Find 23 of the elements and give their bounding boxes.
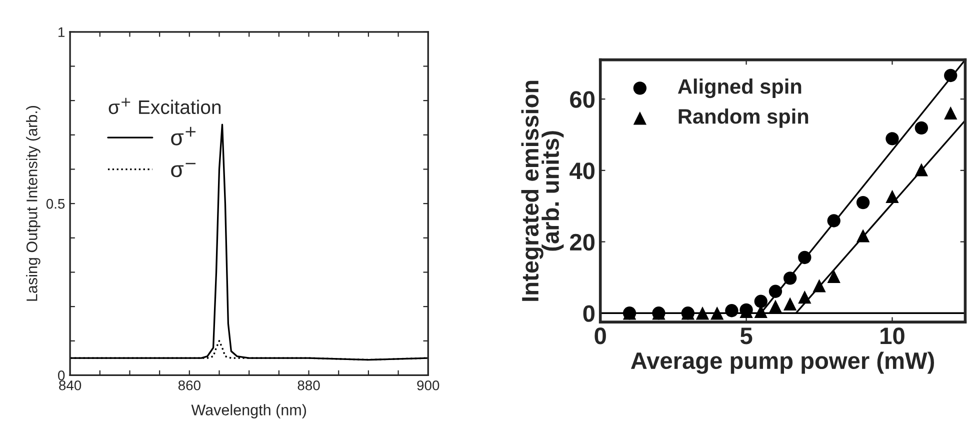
x-tick-label: 5: [740, 328, 752, 344]
y-tick-label: 0: [58, 370, 65, 380]
legend-label: σ$^{+}$: [171, 126, 196, 146]
legend-title: σ$^{+}$ Excitation: [108, 98, 221, 114]
x-tick-label: 860: [178, 380, 200, 390]
legend-label: Aligned spin: [678, 78, 802, 98]
x-tick-label: 10: [880, 328, 904, 344]
x-axis-title: Average pump power (mW): [630, 352, 934, 374]
y-tick-label: 20: [570, 234, 595, 251]
y-tick-label: 60: [570, 91, 595, 108]
y-tick-label: 40: [570, 162, 595, 180]
legend-label: σ$^{−}$: [171, 162, 196, 178]
y-tick-label: 1: [58, 27, 65, 37]
x-tick-label: 840: [59, 380, 82, 390]
x-axis-title: Wavelength (nm): [191, 404, 306, 418]
y-axis-title: Integrated emission (arb. units): [521, 80, 564, 301]
x-tick-label: 900: [417, 380, 440, 390]
y-axis-title: Lasing Output Intensity (arb.): [26, 106, 40, 301]
x-tick-label: 880: [298, 380, 320, 390]
legend-label: Random spin: [678, 108, 808, 128]
x-tick-label: 0: [594, 328, 606, 344]
y-tick-label: 0: [583, 305, 595, 322]
y-tick-label: 0.5: [46, 198, 65, 209]
